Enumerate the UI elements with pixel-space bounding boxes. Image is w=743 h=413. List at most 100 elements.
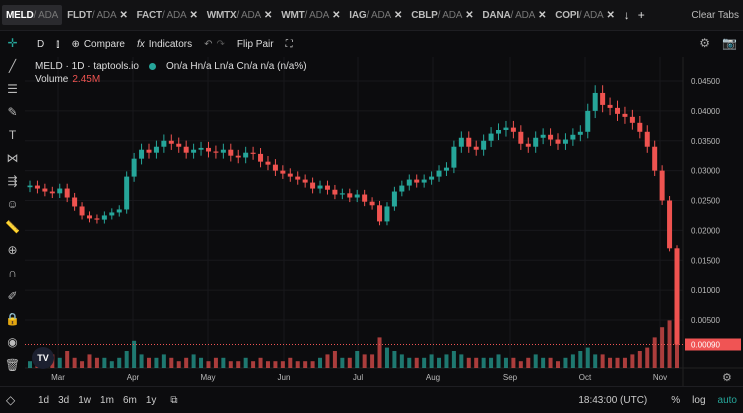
candle [369,201,375,206]
candle [49,191,55,194]
axis-settings-icon[interactable]: ⚙ [722,372,732,384]
tradingview-logo[interactable]: TV [32,347,54,369]
volume-bar [243,357,248,368]
candle [243,152,249,158]
range-1d[interactable]: 1d [38,394,50,406]
volume-bar [347,357,352,368]
camera-icon[interactable]: 📷 [722,36,737,50]
close-tab-icon[interactable]: ✕ [189,9,198,21]
tab-iag[interactable]: IAG / ADA ✕ [345,5,406,25]
redo-icon[interactable]: ↷ [216,38,225,50]
close-tab-icon[interactable]: ✕ [606,9,615,21]
close-tab-icon[interactable]: ✕ [394,9,403,21]
close-tab-icon[interactable]: ✕ [332,9,341,21]
close-tab-icon[interactable]: ✕ [119,9,128,21]
trend-line-icon[interactable]: ╱ [8,58,17,73]
tab-quote: / ADA [304,9,330,21]
close-tab-icon[interactable]: ✕ [465,9,474,21]
tab-dana[interactable]: DANA / ADA ✕ [478,5,550,25]
candle [287,173,293,177]
range-3d[interactable]: 3d [58,394,70,406]
flip-pair-button[interactable]: Flip Pair [236,38,274,50]
volume-bar [87,354,92,368]
candle [250,152,256,154]
horizontal-lines-icon[interactable]: ☰ [7,81,18,96]
volume-bar [384,347,389,368]
emoji-icon[interactable]: ☺ [6,196,19,211]
add-tab-icon[interactable]: + [637,8,645,22]
tab-fact[interactable]: FACT / ADA ✕ [133,5,202,25]
arrow-down-icon[interactable]: ↓ [623,8,630,22]
trash-icon[interactable]: 🗑 [4,357,21,372]
volume-bar [146,357,151,368]
chart-type-icon[interactable]: ⫾ [56,38,60,50]
auto-toggle[interactable]: auto [717,395,737,406]
tab-symbol: FACT [136,9,163,21]
tab-cblp[interactable]: CBLP / ADA ✕ [407,5,477,25]
close-tab-icon[interactable]: ✕ [264,9,273,21]
range-1w[interactable]: 1w [78,394,92,406]
chart-toolbar: D ⫾ ⊕ Compare fx Indicators ↶ ↷ Flip Pair … [25,31,743,57]
volume-bar [392,351,397,368]
compare-button[interactable]: ⊕ Compare [71,39,125,50]
x-tick-label: Aug [426,373,440,382]
interval-button[interactable]: D [37,38,45,50]
magnet-icon[interactable]: ∩ [8,265,17,280]
volume-bar [459,354,464,368]
range-1m[interactable]: 1m [100,394,114,406]
candle [176,143,182,147]
pattern-icon[interactable]: ⋈ [6,150,19,165]
pencil-lock-icon[interactable]: ✐ [7,288,18,303]
volume-bar [332,351,337,368]
candle [384,206,390,222]
tab-quote: / ADA [366,9,392,21]
candle [139,149,145,159]
candle [570,134,576,140]
percent-toggle[interactable]: % [671,395,681,406]
undo-icon[interactable]: ↶ [204,38,213,50]
layers-icon[interactable]: ◇ [6,393,16,407]
log-toggle[interactable]: log [692,395,706,406]
projection-icon[interactable]: ⇶ [7,173,18,188]
eye-icon[interactable]: ◉ [7,334,18,349]
range-6m[interactable]: 6m [122,394,137,406]
text-icon[interactable]: T [8,127,17,142]
candle [510,127,516,132]
clear-tabs-button[interactable]: Clear Tabs [691,9,739,21]
volume-bar [310,361,315,368]
range-1y[interactable]: 1y [145,394,157,406]
price-chart[interactable]: 0.04500 0.04000 0.03500 0.03000 0.02500 0.020… [25,57,743,386]
bottom-bar: ◇ 1d 3d 1w 1m 6m 1y ⧉ 18:43:00 (UTC) % log au… [0,386,743,413]
candle [466,137,472,147]
settings-icon[interactable]: ⚙ [699,36,711,50]
candle [555,139,561,144]
date-range-icon[interactable]: ⧉ [170,394,178,406]
volume-bar [422,357,427,368]
volume-bar [630,354,635,368]
indicators-button[interactable]: fx Indicators [137,39,192,50]
candle [354,194,360,198]
lock-icon[interactable]: 🔒 [5,311,20,326]
candle [109,212,115,216]
candle [421,179,427,183]
zoom-icon[interactable]: ⊕ [7,242,18,257]
candle [146,149,152,153]
close-tab-icon[interactable]: ✕ [538,9,547,21]
tab-fldt[interactable]: FLDT / ADA ✕ [63,5,132,25]
volume-bar [503,357,508,368]
fullscreen-icon[interactable]: ⛶ [285,38,293,50]
tab-wmtx[interactable]: WMTX / ADA ✕ [203,5,277,25]
volume-bar [288,357,293,368]
tab-meld[interactable]: MELD / ADA [2,5,63,25]
volume-bar [273,361,278,368]
candle [533,137,539,147]
brush-icon[interactable]: ✎ [7,104,18,119]
tab-symbol: DANA [482,9,511,21]
volume-bar [414,357,419,368]
tab-copi[interactable]: COPI / ADA ✕ [551,5,618,25]
ruler-icon[interactable]: 📏 [5,219,20,234]
tab-wmt[interactable]: WMT / ADA ✕ [277,5,344,25]
crosshair-icon[interactable]: ✛ [7,35,18,50]
volume-bar [228,361,233,368]
candle [525,143,531,147]
